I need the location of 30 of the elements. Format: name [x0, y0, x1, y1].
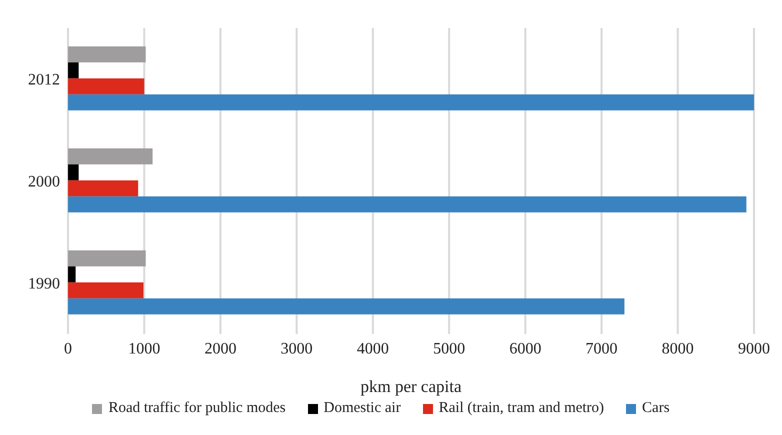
x-tick-label: 3000: [280, 340, 313, 358]
y-tick-label: 2000: [28, 174, 60, 191]
legend-label: Rail (train, tram and metro): [438, 400, 604, 417]
bar: [68, 298, 624, 314]
x-tick-label: 2000: [204, 340, 236, 358]
bar: [68, 266, 76, 282]
bar: [68, 250, 146, 266]
bar: [68, 282, 144, 298]
bar: [68, 94, 754, 110]
legend-label: Road traffic for public modes: [108, 400, 286, 417]
y-tick-label: 1990: [28, 276, 60, 293]
x-tick-label: 5000: [433, 340, 466, 358]
y-tick-label: 2012: [28, 72, 60, 89]
x-tick-label: 9000: [738, 340, 770, 358]
x-tick-label: 4000: [356, 340, 389, 358]
bar: [68, 180, 138, 196]
x-tick-label: 6000: [509, 340, 542, 358]
x-axis-title: pkm per capita: [360, 377, 462, 396]
x-tick-label: 7000: [586, 340, 618, 358]
bar: [68, 196, 746, 212]
x-tick-label: 8000: [662, 340, 694, 358]
x-tick-label: 1000: [128, 340, 160, 358]
bar: [68, 148, 153, 164]
bar: [68, 46, 146, 62]
bar: [68, 164, 79, 180]
legend-label: Cars: [642, 400, 670, 417]
legend-label: Domestic air: [324, 400, 401, 417]
x-tick-label: 0: [64, 340, 72, 358]
bar: [68, 78, 144, 94]
bar: [68, 62, 79, 78]
